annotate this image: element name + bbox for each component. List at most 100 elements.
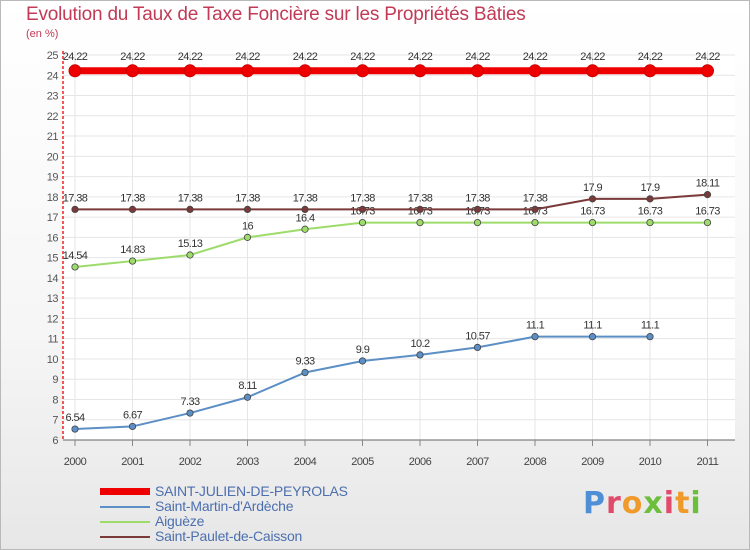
data-label: 24.22 (350, 51, 375, 63)
data-point (356, 64, 369, 78)
data-label: 24.22 (695, 51, 720, 63)
data-label: 16.73 (638, 206, 663, 218)
x-tick-label: 2001 (121, 456, 144, 468)
data-point (186, 205, 194, 214)
data-label: 24.22 (63, 51, 88, 63)
legend-swatch-saint-julien (100, 488, 150, 495)
data-point (243, 233, 252, 241)
data-point (186, 251, 194, 259)
data-point (186, 409, 194, 417)
legend-item-saint-martin: Saint-Martin-d'Ardèche (100, 498, 430, 514)
data-label: 6.67 (123, 409, 142, 421)
data-label: 10.2 (410, 338, 429, 350)
x-tick-label: 2000 (64, 456, 87, 468)
data-point (358, 357, 367, 365)
y-tick-label: 9 (52, 374, 58, 386)
x-tick-label: 2002 (179, 456, 202, 468)
x-tick-label: 2011 (697, 456, 719, 468)
legend-swatch-saint-paulet (100, 536, 150, 538)
data-label: 14.54 (63, 250, 88, 262)
data-label: 16.73 (580, 206, 605, 218)
data-point (358, 205, 367, 214)
data-label: 24.22 (235, 51, 260, 63)
y-tick-label: 11 (48, 334, 59, 346)
data-label: 17.38 (178, 192, 203, 204)
data-point (71, 205, 79, 214)
data-point (301, 225, 309, 233)
series-line-3 (74, 193, 709, 211)
data-label: 16 (242, 220, 254, 232)
data-point (531, 333, 539, 341)
data-label: 17.38 (63, 192, 88, 204)
data-point (68, 64, 82, 78)
legend-item-saint-julien: SAINT-JULIEN-DE-PEYROLAS (100, 483, 430, 499)
y-tick-label: 18 (47, 192, 59, 204)
data-label: 24.22 (293, 51, 318, 63)
data-label: 9.9 (356, 344, 370, 356)
data-point (473, 218, 482, 227)
data-point (471, 64, 484, 78)
data-label: 14.83 (120, 244, 145, 256)
series-line-2 (74, 221, 709, 268)
data-point (243, 393, 252, 401)
y-tick-label: 8 (52, 394, 58, 406)
x-tick-label: 2008 (524, 456, 547, 468)
data-point (646, 333, 654, 341)
data-label: 7.33 (180, 396, 199, 408)
legend-label-saint-martin: Saint-Martin-d'Ardèche (155, 498, 294, 514)
y-tick-label: 24 (47, 70, 59, 82)
data-label: 11.1 (641, 320, 660, 332)
data-label: 16.73 (695, 206, 720, 218)
data-point (183, 64, 197, 78)
data-label: 8.11 (238, 380, 257, 392)
legend-label-saint-paulet: Saint-Paulet-de-Caisson (155, 528, 303, 544)
data-point (126, 64, 139, 78)
data-point (703, 191, 712, 199)
legend-item-saint-paulet: Saint-Paulet-de-Caisson (100, 528, 430, 544)
x-tick-label: 2003 (236, 456, 259, 468)
data-label: 17.9 (640, 182, 659, 194)
plot-area (63, 51, 735, 440)
y-tick-label: 19 (47, 172, 59, 184)
data-point (703, 218, 712, 227)
data-label: 17.9 (583, 182, 602, 194)
data-label: 10.57 (465, 330, 490, 342)
data-point (646, 195, 654, 203)
data-label: 24.22 (408, 51, 433, 63)
y-tick-label: 10 (47, 354, 59, 366)
data-label: 24.22 (580, 51, 605, 63)
data-point (588, 333, 597, 341)
legend-swatch-saint-martin (100, 506, 150, 508)
data-point (71, 263, 79, 271)
data-point (71, 425, 79, 433)
data-label: 24.22 (120, 51, 145, 63)
data-label: 16.4 (295, 212, 314, 224)
data-label: 17.38 (350, 192, 375, 204)
data-point (701, 64, 714, 78)
data-label: 15.13 (178, 238, 203, 250)
data-label: 24.22 (638, 51, 663, 63)
data-point (531, 205, 539, 214)
data-label: 18.11 (696, 178, 720, 190)
data-point (586, 64, 599, 78)
data-point (646, 218, 654, 227)
data-label: 17.38 (523, 192, 548, 204)
data-label: 24.22 (523, 51, 548, 63)
y-tick-label: 14 (47, 273, 59, 285)
data-label: 17.38 (408, 192, 433, 204)
data-point (416, 351, 424, 359)
data-point (241, 64, 254, 78)
data-point (128, 257, 137, 265)
legend-label-saint-julien: SAINT-JULIEN-DE-PEYROLAS (155, 483, 348, 499)
data-point (413, 64, 427, 78)
y-tick-label: 13 (47, 293, 59, 305)
data-label: 24.22 (178, 51, 203, 63)
legend-swatch-aigueze (100, 521, 150, 523)
data-label: 17.38 (293, 192, 318, 204)
legend: SAINT-JULIEN-DE-PEYROLAS Saint-Martin-d'… (100, 483, 430, 544)
y-tick-label: 15 (47, 253, 59, 265)
data-point (301, 368, 309, 377)
data-point (128, 422, 137, 431)
data-label: 11.1 (526, 320, 545, 332)
data-point (298, 64, 312, 78)
